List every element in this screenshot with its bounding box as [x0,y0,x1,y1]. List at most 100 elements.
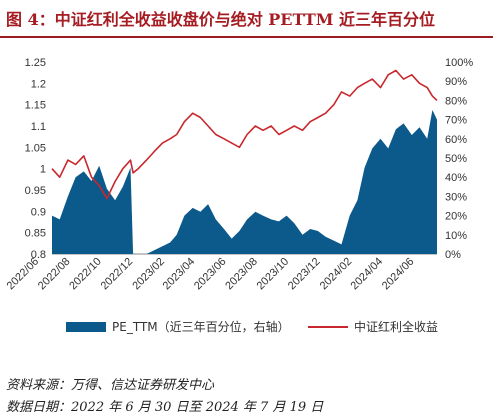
pe-data-point [146,253,147,254]
pe-data-point [83,171,84,172]
pe-data-point [106,188,107,189]
date-note: 数据日期：2022 年 6 月 30 日至 2024 年 7 月 19 日 [6,400,324,415]
x-axis-tick-label: 2022/10 [67,256,104,293]
right-axis-tick-label: 60% [445,134,467,146]
index-data-point [395,70,396,71]
pe-data-point [325,236,326,237]
pe-data-point [133,253,134,254]
left-axis-tick-label: 0.8 [31,249,46,261]
index-line-series [51,69,438,200]
pe-data-point [436,119,437,120]
right-axis: 0% 10% 20% 30% 40% 50% 60% 70% 80% 90% 100% [445,57,473,261]
left-axis-tick-label: 1.1 [31,121,46,133]
index-data-point [231,143,232,144]
index-line-path [51,69,438,200]
pe-data-point [200,211,201,212]
figure-title-bar: 图 4：中证红利全收益收盘价与绝对 PETTM 近三年百分位 [0,0,493,38]
pe-data-point [310,228,311,229]
index-data-point [255,125,256,126]
x-axis-tick-label: 2023/08 [223,256,260,293]
index-data-point [215,134,216,135]
pe-data-point [130,167,131,168]
index-data-point [317,117,318,118]
source-note: 资料来源：万得、信达证券研发中心 [6,378,215,393]
right-axis-tick-label: 0% [445,249,461,261]
index-data-point [106,198,107,199]
pe-data-point [302,234,303,235]
left-axis: 0.8 0.85 0.9 0.95 1 1.05 1.1 1.15 1.2 1.25 [25,57,46,261]
x-axis-tick-label: 2023/06 [192,256,229,293]
index-data-point [83,155,84,156]
left-axis-tick-label: 1 [40,164,46,176]
x-axis-tick-label: 2022/08 [36,256,73,293]
index-data-point [115,181,116,182]
index-data-point [419,83,420,84]
index-data-point [208,125,209,126]
pe-data-point [372,148,373,149]
pe-data-point [184,215,185,216]
pe-data-point [294,223,295,224]
right-axis-tick-label: 10% [445,230,467,242]
index-data-point [432,96,433,97]
x-axis: 2022/062022/082022/102022/122023/022023/… [5,256,417,293]
index-data-point [302,130,303,131]
pe-data-point [122,186,123,187]
pe-area-path [52,110,437,254]
index-data-point [122,168,123,169]
legend-label-index: 中证红利全收益 [354,319,438,334]
legend: PE_TTM（近三年百分位，右轴） 中证红利全收益 [66,319,438,334]
index-data-point [200,117,201,118]
index-data-point [223,138,224,139]
x-axis-tick-label: 2023/12 [286,256,323,293]
pe-data-point [349,215,350,216]
pe-data-point [223,228,224,229]
index-data-point [403,79,404,80]
pe-data-point [317,230,318,231]
index-data-point [427,87,428,88]
index-data-point [176,134,177,135]
pe-data-point [75,177,76,178]
figure-title: 图 4：中证红利全收益收盘价与绝对 PETTM 近三年百分位 [6,10,436,29]
legend-swatch-pe [66,322,106,332]
pe-data-point [278,221,279,222]
index-data-point [192,113,193,114]
right-axis-tick-label: 90% [445,76,467,88]
pe-data-point [208,204,209,205]
pe-data-point [403,123,404,124]
x-axis-tick-label: 2024/02 [318,256,355,293]
index-data-point [239,147,240,148]
right-axis-tick-label: 50% [445,153,467,165]
index-data-point [294,125,295,126]
index-data-point [357,87,358,88]
index-data-point [333,104,334,105]
pe-data-point [364,167,365,168]
index-data-point [380,87,381,88]
left-axis-tick-label: 0.9 [31,206,46,218]
right-axis-tick-label: 100% [445,57,473,69]
pe-data-point [59,219,60,220]
index-data-point [133,172,134,173]
index-data-point [51,168,52,169]
index-data-point [184,121,185,122]
legend-label-pe: PE_TTM（近三年百分位，右轴） [112,319,290,334]
index-data-point [262,130,263,131]
pe-data-point [262,215,263,216]
index-data-point [170,138,171,139]
left-axis-tick-label: 0.95 [25,185,46,197]
pe-data-point [247,219,248,220]
index-data-point [75,164,76,165]
x-axis-tick-label: 2024/04 [349,256,386,293]
pe-data-point [192,207,193,208]
pe-data-point [411,134,412,135]
x-axis-tick-label: 2023/02 [130,256,167,293]
pe-data-point [419,127,420,128]
index-data-point [247,134,248,135]
index-data-point [130,160,131,161]
right-axis-tick-label: 40% [445,172,467,184]
left-axis-tick-label: 0.85 [25,228,46,240]
pe-data-point [395,129,396,130]
index-data-point [411,74,412,75]
pe-data-point [380,138,381,139]
index-data-point [146,160,147,161]
